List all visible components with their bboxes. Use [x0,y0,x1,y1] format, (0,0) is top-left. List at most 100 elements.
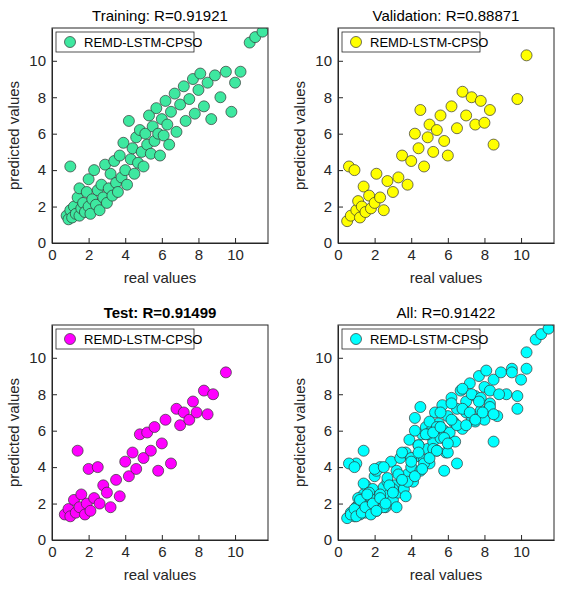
tick-label: 0 [48,246,56,263]
point [435,422,446,433]
point [349,165,360,176]
point [422,132,433,143]
tick: 2 [85,535,93,560]
tick-mark [411,535,412,540]
tick-label: 4 [38,458,46,475]
legend: REMD-LSTM-CPSO [56,329,202,349]
tick-mark [52,97,57,98]
tick-label: 0 [334,246,342,263]
tick-mark [338,170,343,171]
point [145,445,156,456]
point [477,407,488,418]
legend: REMD-LSTM-CPSO [342,32,488,52]
point [151,103,162,114]
tick-mark [521,535,522,540]
point [120,456,131,467]
point [488,139,499,150]
point [415,104,426,115]
tick-mark [338,394,343,395]
point [155,150,166,161]
point [138,161,149,172]
point [506,367,517,378]
point [439,465,450,476]
point [180,115,191,126]
tick-mark [52,394,57,395]
tick-label: 10 [315,349,332,366]
point [371,168,382,179]
point [72,445,83,456]
point [446,414,457,425]
point [131,463,142,474]
point [371,505,382,516]
tick-label: 2 [38,495,46,512]
point [393,172,404,183]
point [358,445,369,456]
point [184,94,195,105]
tick-mark [235,238,236,243]
title: Test: R=0.91499 [104,304,217,321]
point [451,123,462,134]
panel: 02468100246810All: R=0.91422real valuesp… [291,304,555,583]
point [149,422,160,433]
point [413,447,424,458]
point [206,114,217,125]
point [512,403,523,414]
point [435,110,446,121]
tick-mark [521,238,522,243]
legend: REMD-LSTM-CPSO [56,32,202,52]
tick-mark [52,504,57,505]
point [169,88,180,99]
tick-label: 8 [195,246,203,263]
tick-label: 0 [48,543,56,560]
point [495,367,506,378]
point [195,68,206,79]
y-axis: 0246810 [315,326,343,549]
point [512,391,523,402]
tick-mark [375,535,376,540]
y-axis: 0246810 [315,29,343,252]
tick-label: 2 [85,543,93,560]
tick-mark [52,170,57,171]
legend-label: REMD-LSTM-CPSO [370,332,488,347]
tick-mark [375,238,376,243]
tick-label: 2 [371,543,379,560]
point [400,491,411,502]
x-axis: 0246810 [334,238,554,263]
tick: 2 [38,198,57,215]
point [378,462,389,473]
legend-label: REMD-LSTM-CPSO [370,35,488,50]
title: Training: R=0.91921 [92,7,228,24]
tick-mark [198,535,199,540]
point [419,161,430,172]
tick: 8 [324,386,343,403]
point [101,487,112,498]
tick-mark [198,238,199,243]
tick: 2 [371,238,379,263]
point [428,146,439,157]
tick-label: 6 [158,543,166,560]
point [397,474,408,485]
tick-label: 10 [315,52,332,69]
plot-background [338,325,554,540]
point [111,474,122,485]
point [409,128,420,139]
point [431,125,442,136]
point [387,186,398,197]
tick: 6 [324,422,343,439]
tick-mark [52,61,57,62]
point [208,389,219,400]
points [342,50,532,227]
tick-mark [125,535,126,540]
tick-mark [338,207,343,208]
point [114,491,125,502]
point [494,389,505,400]
point [461,110,472,121]
point [488,409,499,420]
x-axis-title: real values [124,269,197,286]
point [417,463,428,474]
tick: 8 [38,386,57,403]
tick: 10 [513,535,530,560]
panel: 02468100246810Validation: R=0.88871real … [291,7,555,286]
plot-frame [52,325,268,540]
tick-label: 0 [334,543,342,560]
